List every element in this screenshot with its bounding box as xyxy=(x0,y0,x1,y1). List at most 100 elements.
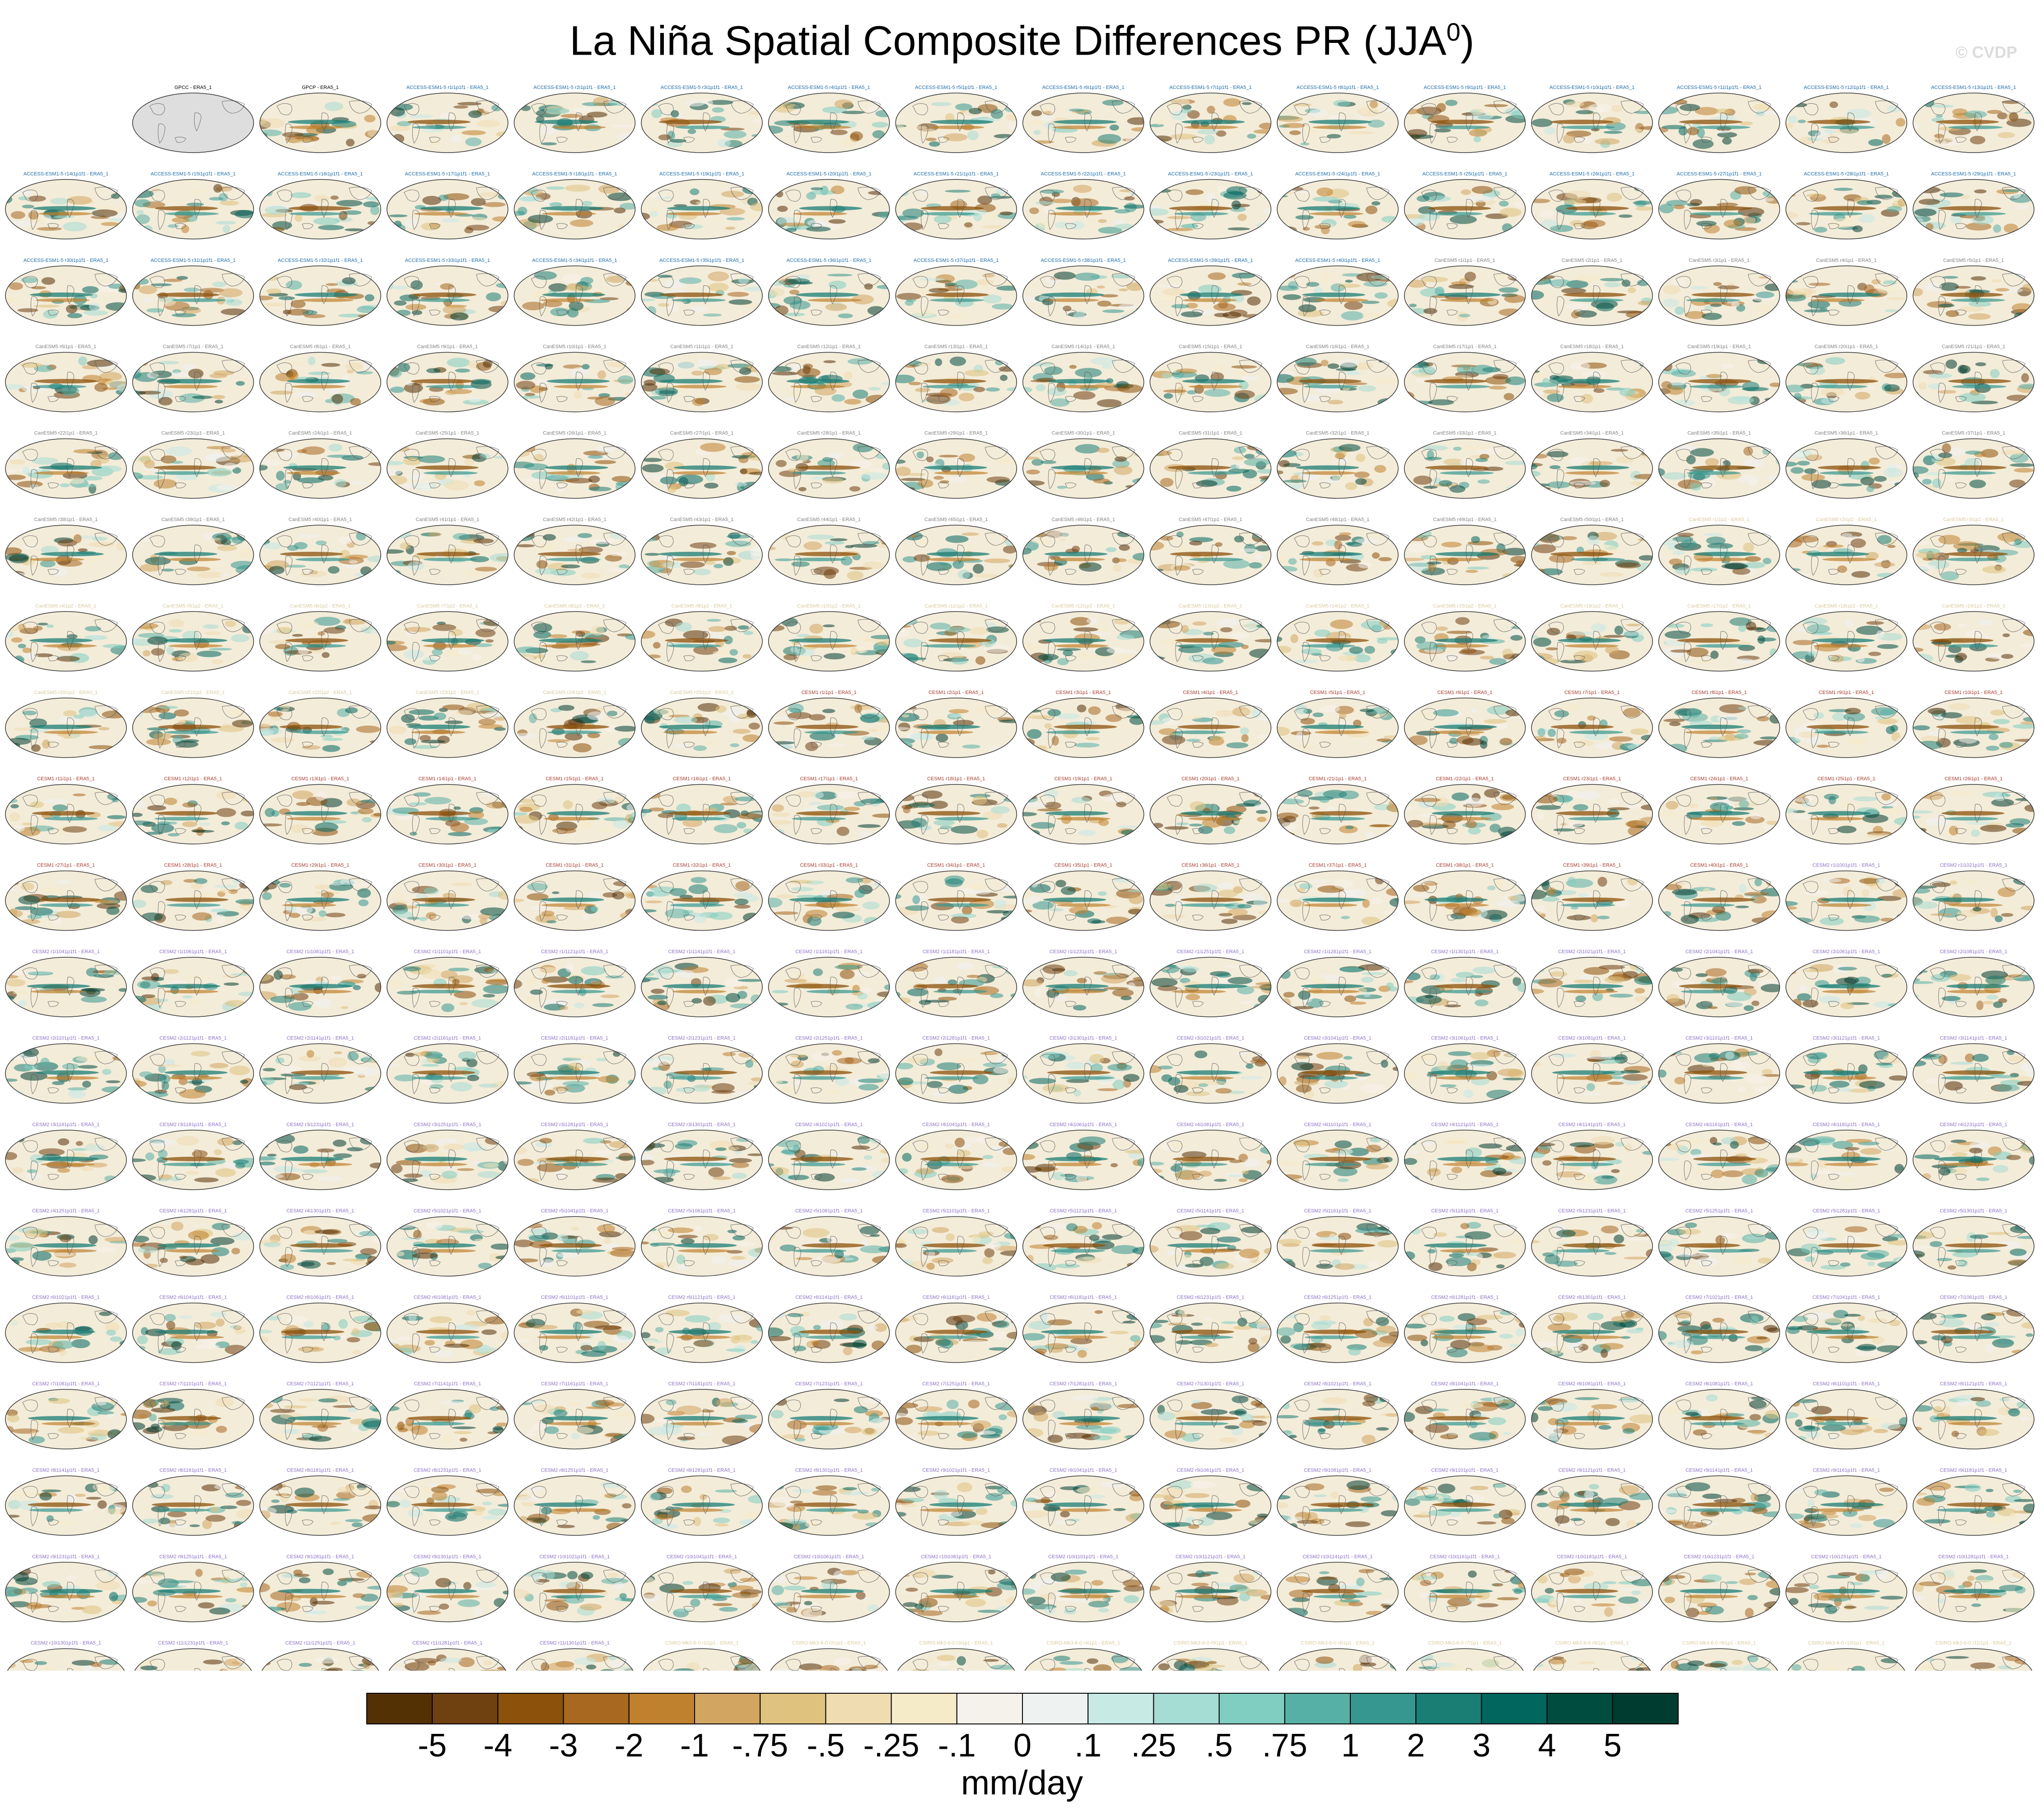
map-border xyxy=(895,1302,1017,1363)
anomaly-field xyxy=(5,188,126,232)
panel-title: CSIRO-Mk3-6-0 r4i1p1 - ERA5_1 xyxy=(1046,1640,1120,1646)
map-border xyxy=(387,698,509,758)
map-border xyxy=(1022,1389,1144,1449)
map-panel: CanESM5 r22i1p1 - ERA5_1 xyxy=(5,431,127,499)
map-panel: CESM1 r17i1p1 - ERA5_1 xyxy=(768,776,890,844)
map-border xyxy=(132,179,254,240)
anomaly-field xyxy=(514,963,624,1011)
map-border xyxy=(1022,1043,1144,1104)
panel-title: CESM2 r7i1301p1f1 - ERA5_1 xyxy=(1176,1381,1244,1387)
continent-outlines xyxy=(785,273,881,317)
map-border xyxy=(1404,870,1526,931)
anomaly-field xyxy=(260,617,381,663)
panel-title: CESM2 r11i1301p1f1 - ERA5_1 xyxy=(540,1640,610,1646)
map-border xyxy=(1531,1475,1653,1536)
map-border xyxy=(641,957,763,1017)
map-border xyxy=(1022,266,1144,326)
map-panel: ACCESS-ESM1-5 r7i1p1f1 - ERA5_1 xyxy=(1149,85,1272,153)
map-border xyxy=(1785,438,1908,499)
panel-title: CESM2 r4i1061p1f1 - ERA5_1 xyxy=(1050,1122,1117,1127)
panel-title: ACCESS-ESM1-5 r16i1p1f1 - ERA5_1 xyxy=(278,171,363,177)
map-panel: CESM2 r3i1141p1f1 - ERA5_1 xyxy=(1913,1035,2035,1104)
colorbar-box xyxy=(1153,1693,1220,1724)
panel-title: CESM2 r11i1251p1f1 - ERA5_1 xyxy=(285,1640,355,1646)
map-border xyxy=(513,698,636,758)
panel-title: CanESM5 r36i1p1 - ERA5_1 xyxy=(1815,431,1878,436)
map-border xyxy=(5,352,127,412)
map-border xyxy=(1787,1648,1905,1671)
map-border xyxy=(5,1475,127,1536)
panel-title: CESM1 r25i1p1 - ERA5_1 xyxy=(1817,776,1875,782)
continent-outlines xyxy=(785,705,881,749)
map-panel: CESM2 r8i1101p1f1 - ERA5_1 xyxy=(1785,1381,1908,1449)
map-panel: ACCESS-ESM1-5 r23i1p1f1 - ERA5_1 xyxy=(1149,171,1272,240)
map-border xyxy=(259,352,381,412)
panel-title: CESM1 r19i1p1 - ERA5_1 xyxy=(1055,776,1112,782)
anomaly-field xyxy=(1658,1310,1780,1355)
map-background xyxy=(1788,1649,1905,1671)
map-border xyxy=(1404,1475,1526,1536)
continent-outlines xyxy=(785,1483,881,1527)
anomaly-field xyxy=(1314,1655,1398,1671)
continent-outlines xyxy=(1548,446,1644,489)
map-border xyxy=(1785,698,1908,758)
map-border xyxy=(1913,525,2035,585)
panel-title: CESM1 r22i1p1 - ERA5_1 xyxy=(1436,776,1493,782)
panel-title: CSIRO-Mk3-6-0 r5i1p1 - ERA5_1 xyxy=(1174,1640,1247,1646)
map-panel: CESM2 r10i1231p1f1 - ERA5_1 xyxy=(1658,1554,1780,1622)
panel-title: CanESM5 r37i1p1 - ERA5_1 xyxy=(1942,431,2006,436)
panel-title: CESM2 r6i1281p1f1 - ERA5_1 xyxy=(1431,1295,1499,1300)
map-panel: CESM2 r9i1121p1f1 - ERA5_1 xyxy=(1531,1467,1653,1536)
panel-title: CESM2 r4i1141p1f1 - ERA5_1 xyxy=(1559,1122,1626,1127)
map-panel: CanESM5 r28i1p1 - ERA5_1 xyxy=(768,431,890,499)
panel-title: CESM2 r7i1021p1f1 - ERA5_1 xyxy=(1685,1295,1753,1300)
panel-title: CESM2 r8i1121p1f1 - ERA5_1 xyxy=(1940,1381,2007,1387)
map-panel: CanESM5 r37i1p1 - ERA5_1 xyxy=(1913,431,2035,499)
panel-title: ACCESS-ESM1-5 r18i1p1f1 - ERA5_1 xyxy=(532,171,617,177)
map-panel: CESM1 r35i1p1 - ERA5_1 xyxy=(1022,863,1144,931)
continent-outlines xyxy=(1294,1397,1390,1440)
continent-outlines xyxy=(1421,1570,1517,1613)
map-border xyxy=(132,1216,254,1276)
map-border xyxy=(259,525,381,585)
map-panel: CESM1 r36i1p1 - ERA5_1 xyxy=(1149,863,1272,931)
map-panel: CESM2 r1i1141p1f1 - ERA5_1 xyxy=(641,949,763,1017)
map-panel: CESM2 r6i1181p1f1 - ERA5_1 xyxy=(1022,1295,1144,1363)
colorbar-tick-label: -2 xyxy=(615,1728,644,1764)
map-panel: CESM2 r3i1281p1f1 - ERA5_1 xyxy=(513,1122,636,1190)
map-border xyxy=(1404,1216,1526,1276)
map-border xyxy=(768,266,890,326)
map-panel: CESM2 r5i1301p1f1 - ERA5_1 xyxy=(1913,1208,2035,1276)
map-panel: CanESM5 r12i1p2 - ERA5_1 xyxy=(1022,603,1144,672)
panel-title: CESM1 r8i1p1 - ERA5_1 xyxy=(1692,690,1747,695)
anomaly-field xyxy=(260,967,381,1012)
anomaly-field xyxy=(641,359,762,406)
map-panel: CESM2 r7i1101p1f1 - ERA5_1 xyxy=(132,1381,254,1449)
panel-title: ACCESS-ESM1-5 r11i1p1f1 - ERA5_1 xyxy=(1677,85,1762,90)
panel-title: CESM2 r3i1081p1f1 - ERA5_1 xyxy=(1558,1035,1626,1041)
panel-title: CanESM5 r14i1p1 - ERA5_1 xyxy=(1051,344,1115,349)
panel-title: CanESM5 r16i1p2 - ERA5_1 xyxy=(1560,603,1624,609)
map-border xyxy=(1277,1302,1399,1363)
panel-title: ACCESS-ESM1-5 r40i1p1f1 - ERA5_1 xyxy=(1295,258,1380,263)
chart-title-superscript: 0 xyxy=(1446,18,1461,46)
map-panel: CESM2 r1i1021p1f1 - ERA5_1 xyxy=(1913,863,2035,931)
map-panel: CESM2 r5i1251p1f1 - ERA5_1 xyxy=(1658,1208,1780,1276)
map-panel: CESM2 r11i1251p1f1 - ERA5_1 xyxy=(260,1640,381,1671)
map-panel: CESM2 r1i1181p1f1 - ERA5_1 xyxy=(895,949,1017,1017)
map-panel: ACCESS-ESM1-5 r3i1p1f1 - ERA5_1 xyxy=(641,85,763,153)
panel-title: CESM2 r8i1161p1f1 - ERA5_1 xyxy=(159,1467,227,1473)
map-panel: CESM1 r29i1p1 - ERA5_1 xyxy=(259,863,381,931)
map-panel: CESM2 r10i1101p1f1 - ERA5_1 xyxy=(1022,1554,1144,1622)
map-panel: CSIRO-Mk3-6-0 r8i1p1 - ERA5_1 xyxy=(1532,1640,1653,1671)
panel-title: CESM2 r1i1141p1f1 - ERA5_1 xyxy=(668,949,736,955)
colorbar-tick-label: 4 xyxy=(1538,1728,1556,1764)
map-border xyxy=(132,611,254,672)
continent-outlines xyxy=(276,532,372,576)
continent-outlines xyxy=(1421,359,1517,403)
map-border xyxy=(1531,611,1653,672)
map-border xyxy=(1785,1475,1908,1536)
panel-title: CESM1 r5i1p1 - ERA5_1 xyxy=(1310,690,1365,695)
map-border xyxy=(1406,1648,1524,1671)
map-panel: CESM2 r3i1081p1f1 - ERA5_1 xyxy=(1531,1035,1653,1104)
